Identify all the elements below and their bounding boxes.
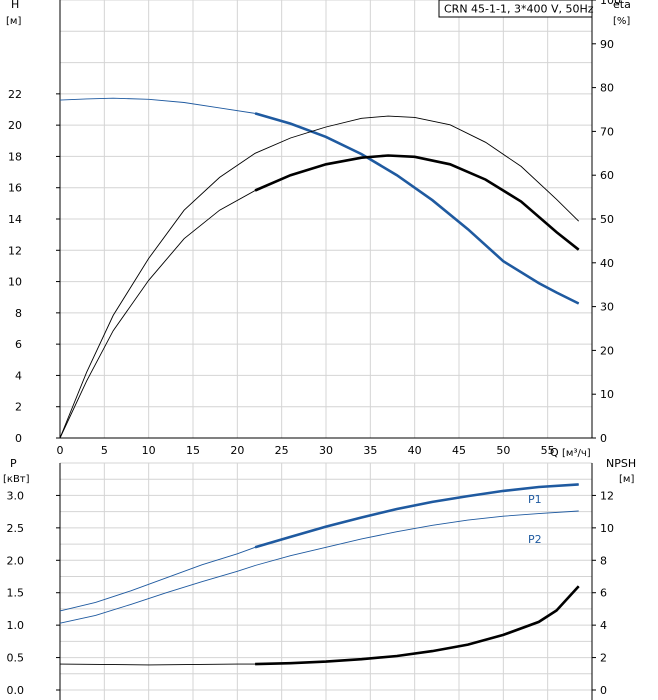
curve-p2 [59, 510, 579, 624]
npsh-tick-label: 12 [600, 489, 614, 502]
eta-tick-label: 70 [600, 125, 614, 138]
q-tick-label: 20 [230, 444, 244, 457]
q-tick-label: 30 [319, 444, 333, 457]
p-tick-label: 1.5 [7, 587, 25, 600]
eta-tick-label: 80 [600, 82, 614, 95]
q-tick-label: 5 [101, 444, 108, 457]
upper-chart: 0 5 10 15 20 25 30 35 40 45 50 55 0 2 4 6 8 10 12 14 16 18 20 2… [6, 0, 631, 459]
p1-series-label: P1 [528, 493, 542, 506]
h-tick-label: 6 [15, 338, 22, 351]
eta-tick-label: 50 [600, 213, 614, 226]
h-tick-label: 14 [8, 213, 22, 226]
q-tick-label: 35 [363, 444, 377, 457]
h-tick-label: 12 [8, 244, 22, 257]
npsh-tick-label: 6 [600, 587, 607, 600]
curve-npsh-duty-range [255, 585, 580, 666]
p-tick-label: 2.0 [7, 554, 25, 567]
title-box [438, 0, 593, 18]
title-box-text: CRN 45-1-1, 3*400 V, 50Hz [444, 3, 594, 16]
q-tick-label: 10 [142, 444, 156, 457]
q-axis-unit: [м³/ч] [562, 448, 591, 459]
h-tick-label: 20 [8, 119, 22, 132]
eta-tick-label: 0 [600, 432, 607, 445]
q-tick-label: 55 [541, 444, 555, 457]
h-tick-label: 16 [8, 182, 22, 195]
lower-chart: 0.0 0.5 1.0 1.5 2.0 2.5 3.0 0 2 4 6 8 10 12 P [кВт] N… [3, 457, 636, 700]
eta-tick-label: 60 [600, 169, 614, 182]
h-tick-label: 22 [8, 88, 22, 101]
curve-eta-bold-duty-range [254, 154, 580, 251]
p-tick-label: 2.5 [7, 522, 25, 535]
p-tick-label: 1.0 [7, 619, 25, 632]
eta-tick-label: 20 [600, 344, 614, 357]
eta-tick-label: 100 [600, 0, 621, 7]
h-tick-label: 8 [15, 307, 22, 320]
p-tick-label: 0.5 [7, 652, 25, 665]
q-axis-title: Q [м³/ч] [550, 446, 591, 459]
h-tick-label: 2 [15, 401, 22, 414]
eta-axis-label: eta [613, 0, 631, 11]
h-tick-label: 4 [15, 369, 22, 382]
npsh-axis-unit: [м] [619, 474, 634, 485]
q-tick-label: 15 [186, 444, 200, 457]
eta-tick-label: 90 [600, 38, 614, 51]
eta-tick-label: 40 [600, 257, 614, 270]
q-tick-label: 50 [496, 444, 510, 457]
p-tick-label: 0.0 [7, 684, 25, 697]
npsh-tick-label: 2 [600, 652, 607, 665]
q-tick-label: 45 [452, 444, 466, 457]
curve-eta-bold [59, 155, 579, 439]
npsh-tick-label: 0 [600, 684, 607, 697]
curve-eta-thin [59, 115, 580, 439]
h-tick-label: 0 [15, 432, 22, 445]
p-tick-label: 3.0 [7, 489, 25, 502]
h-tick-label: 10 [8, 276, 22, 289]
curve-h-duty-range [254, 112, 580, 305]
curve-p1 [59, 483, 579, 612]
upper-curves [59, 97, 580, 439]
h-axis-unit: [м] [6, 16, 21, 27]
q-tick-label: 0 [57, 444, 64, 457]
lower-curves [59, 483, 580, 666]
npsh-tick-label: 8 [600, 554, 607, 567]
q-axis-label: Q [550, 446, 559, 459]
h-axis-label: H [11, 0, 19, 11]
p2-series-label: P2 [528, 533, 542, 546]
eta-axis-unit: [%] [613, 16, 630, 27]
q-tick-label: 40 [408, 444, 422, 457]
eta-tick-label: 10 [600, 388, 614, 401]
npsh-tick-label: 10 [600, 522, 614, 535]
p-axis-unit: [кВт] [3, 474, 30, 485]
upper-grid [59, 0, 593, 439]
lower-ticks: 0.0 0.5 1.0 1.5 2.0 2.5 3.0 0 2 4 6 8 10 12 [7, 489, 615, 697]
p-axis-label: P [10, 457, 17, 470]
h-tick-label: 18 [8, 150, 22, 163]
npsh-tick-label: 4 [600, 619, 607, 632]
q-tick-label: 25 [275, 444, 289, 457]
eta-tick-label: 30 [600, 301, 614, 314]
npsh-axis-label: NPSH [606, 457, 636, 470]
upper-ticks: 0 5 10 15 20 25 30 35 40 45 50 55 0 2 4 6 8 10 12 14 16 18 20 2… [8, 0, 621, 457]
curve-p1-duty-range [254, 483, 579, 549]
